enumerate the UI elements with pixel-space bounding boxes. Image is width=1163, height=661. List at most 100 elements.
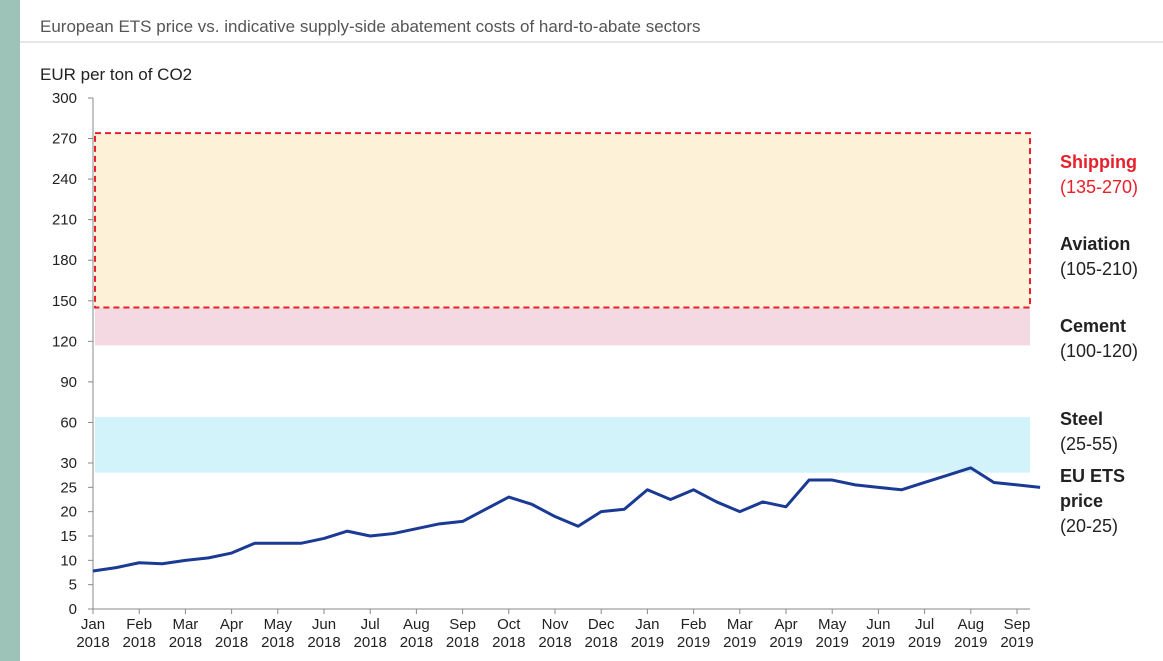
x-tick-label: May 2019	[816, 616, 849, 651]
band-label: Steel (25-55)	[1060, 407, 1150, 457]
band	[95, 417, 1030, 473]
x-tick-label-line: Mar	[172, 616, 198, 633]
y-tick-label: 20	[60, 504, 77, 521]
y-tick-label: 270	[52, 131, 77, 148]
x-tick-label-line: 2018	[446, 634, 479, 651]
x-tick-label: Jan 2018	[76, 616, 109, 651]
y-tick-label: 15	[60, 528, 77, 545]
x-tick-label: Feb 2019	[677, 616, 710, 651]
x-tick-label-line: 2019	[816, 634, 849, 651]
x-tick-label-line: 2019	[1000, 634, 1033, 651]
x-tick-label-line: 2018	[123, 634, 156, 651]
x-tick-label-line: Feb	[681, 616, 707, 633]
band-range: (105-210)	[1060, 259, 1139, 279]
x-tick-label: Apr 2019	[769, 616, 802, 651]
y-tick-label: 10	[60, 552, 77, 569]
x-tick-label-line: 2018	[307, 634, 340, 651]
y-tick-label: 0	[69, 601, 77, 618]
band-name: EU ETS price	[1060, 466, 1126, 511]
x-tick-label-line: 2019	[954, 634, 987, 651]
x-tick-label-line: Sep	[449, 616, 476, 633]
band-label: Aviation (105-210)	[1060, 232, 1150, 282]
x-tick-label-line: Apr	[774, 616, 797, 633]
band-name: Steel	[1060, 409, 1104, 429]
x-tick-label: Jul 2018	[354, 616, 387, 651]
x-tick-label-line: 2018	[538, 634, 571, 651]
x-tick-label-line: 2018	[76, 634, 109, 651]
x-tick-label-line: Jan	[81, 616, 105, 633]
x-tick-label-line: Feb	[126, 616, 152, 633]
x-tick-label: Oct 2018	[492, 616, 525, 651]
price-line	[92, 466, 1041, 573]
x-tick-label: Apr 2018	[215, 616, 248, 651]
y-tick-label: 150	[52, 293, 77, 310]
x-tick-label-line: Jul	[915, 616, 934, 633]
x-tick-label-line: 2019	[908, 634, 941, 651]
x-tick-label-line: Dec	[588, 616, 615, 633]
x-tick-label-line: 2019	[631, 634, 664, 651]
x-tick-label-line: Mar	[727, 616, 753, 633]
x-tick-label-line: Jan	[635, 616, 659, 633]
x-tick-label: Sep 2019	[1000, 616, 1033, 651]
x-tick-label: Jun 2019	[862, 616, 895, 651]
x-tick-label-line: Jul	[361, 616, 380, 633]
x-tick-label: Jul 2019	[908, 616, 941, 651]
x-tick-label-line: 2019	[677, 634, 710, 651]
x-tick-label-line: 2018	[261, 634, 294, 651]
y-tick-label: 30	[60, 455, 77, 472]
y-tick-label: 5	[69, 577, 77, 594]
x-tick-label: Dec 2018	[585, 616, 618, 651]
x-tick-label-line: May	[264, 616, 293, 633]
x-tick-label-line: 2018	[354, 634, 387, 651]
band-label: Shipping (135-270)	[1060, 150, 1150, 200]
x-tick-label-line: Sep	[1004, 616, 1031, 633]
x-tick-label-line: 2019	[769, 634, 802, 651]
x-tick-label-line: Oct	[497, 616, 521, 633]
y-tick-label: 120	[52, 333, 77, 350]
chart-title: European ETS price vs. indicative supply…	[40, 17, 701, 36]
x-tick-label-line: Aug	[403, 616, 430, 633]
x-tick-label: Aug 2018	[400, 616, 433, 651]
x-tick-label: Aug 2019	[954, 616, 987, 651]
x-tick-label-line: Jun	[866, 616, 890, 633]
x-tick-label: Jun 2018	[307, 616, 340, 651]
band-range: (135-270)	[1060, 177, 1139, 197]
y-tick-label: 180	[52, 252, 77, 269]
x-tick-label-line: May	[818, 616, 847, 633]
band	[95, 133, 1030, 308]
x-tick-label-line: 2019	[862, 634, 895, 651]
x-tick-label: Nov 2018	[538, 616, 571, 651]
x-tick-label-line: 2018	[492, 634, 525, 651]
band-name: Cement	[1060, 316, 1127, 336]
x-tick-label-line: Nov	[542, 616, 569, 633]
band-range: (20-25)	[1060, 516, 1119, 536]
y-axis-label: EUR per ton of CO2	[40, 65, 192, 84]
band-label: Cement (100-120)	[1060, 314, 1150, 364]
x-tick-label-line: 2018	[400, 634, 433, 651]
band	[95, 307, 1030, 346]
x-tick-label: Jan 2019	[631, 616, 664, 651]
x-tick-label-line: Aug	[957, 616, 984, 633]
band-range: (100-120)	[1060, 341, 1139, 361]
y-tick-label: 60	[60, 414, 77, 431]
x-tick-label-line: 2018	[215, 634, 248, 651]
x-tick-label: Mar 2018	[169, 616, 202, 651]
x-tick-label: Sep 2018	[446, 616, 479, 651]
band-range: (25-55)	[1060, 434, 1119, 454]
x-tick-label-line: Jun	[312, 616, 336, 633]
band-label: EU ETS price (20-25)	[1060, 464, 1150, 539]
x-tick-label: Mar 2019	[723, 616, 756, 651]
x-tick-label-line: Apr	[220, 616, 243, 633]
band-name: Shipping	[1060, 152, 1137, 172]
x-tick-label-line: 2018	[585, 634, 618, 651]
x-tick-label: Feb 2018	[123, 616, 156, 651]
band-border	[94, 132, 1031, 309]
band-name: Aviation	[1060, 234, 1131, 254]
y-tick-label: 300	[52, 90, 77, 107]
y-tick-label: 90	[60, 374, 77, 391]
x-tick-label: May 2018	[261, 616, 294, 651]
x-tick-label-line: 2018	[169, 634, 202, 651]
y-tick-label: 240	[52, 171, 77, 188]
